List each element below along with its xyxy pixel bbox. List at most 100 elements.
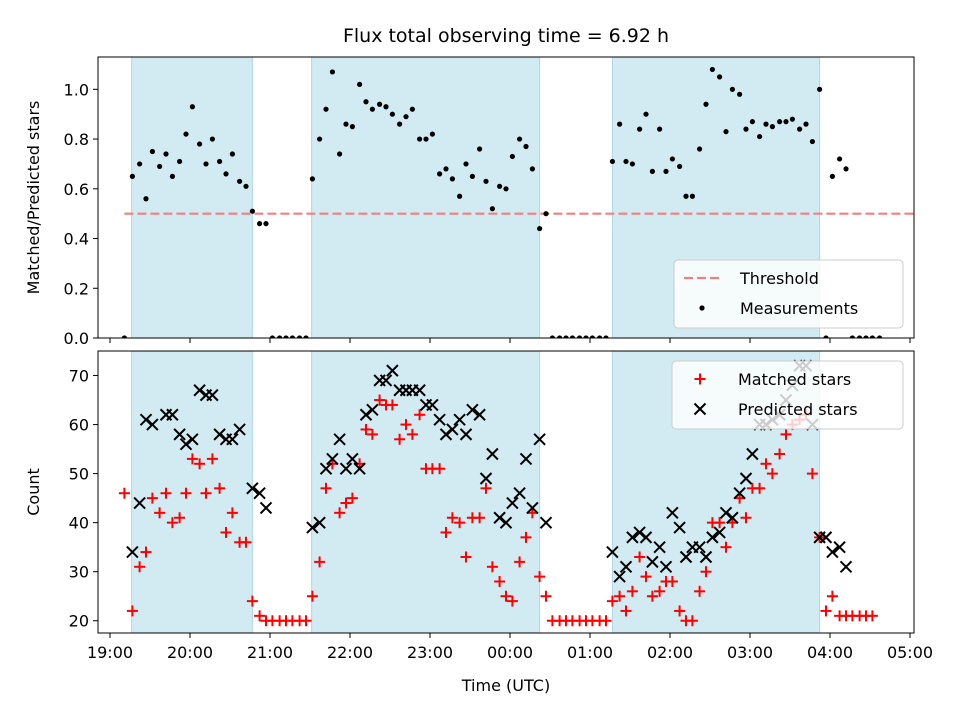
measurement-point [563, 335, 569, 338]
predicted-star-point [346, 452, 359, 466]
matched-star-point [760, 458, 772, 470]
measurement-point [423, 136, 429, 142]
measurement-point [783, 119, 789, 125]
predicted-star-point [713, 526, 726, 539]
measurement-point [477, 146, 483, 152]
measurement-point [677, 163, 683, 170]
predicted-star-point [193, 384, 206, 397]
measurement-point [483, 178, 489, 184]
chart-title: Flux total observing time = 6.92 h [343, 25, 669, 47]
matched-star-point [480, 482, 492, 494]
legend-label: Threshold [739, 269, 819, 288]
matched-star-point [134, 561, 146, 573]
matched-star-point [666, 576, 678, 588]
x-tick-label: 23:00 [407, 643, 453, 662]
measurement-point [649, 168, 656, 174]
legend-box [673, 259, 904, 329]
matched-star-point [600, 615, 612, 627]
measurement-point [429, 131, 435, 137]
measurement-point [749, 119, 756, 125]
shaded-interval-1 [311, 350, 541, 634]
measurement-point [723, 129, 729, 135]
legend-dot-swatch [699, 305, 705, 311]
measurement-point [403, 114, 409, 120]
matched-star-point [374, 394, 386, 406]
measurement-point [377, 101, 383, 107]
legend-x-swatch [693, 402, 707, 416]
measurement-point [509, 153, 515, 160]
matched-star-point [674, 605, 686, 617]
y-tick-label: 60 [69, 416, 89, 435]
predicted-star-point [179, 437, 193, 451]
y-tick-label: 40 [69, 514, 89, 533]
predicted-star-point [819, 531, 833, 544]
measurement-point [857, 335, 863, 338]
predicted-star-point [699, 550, 713, 564]
measurement-point [663, 168, 669, 174]
measurement-point [837, 156, 843, 162]
matched-star-point [720, 541, 732, 553]
y-tick-label: 50 [69, 465, 89, 484]
measurement-point [437, 171, 443, 177]
x-tick-label: 00:00 [487, 643, 533, 662]
measurement-point [717, 74, 723, 80]
matched-star-point [300, 615, 312, 627]
predicted-star-point [213, 428, 226, 441]
measurement-point [789, 116, 796, 122]
predicted-star-point [453, 413, 466, 426]
predicted-star-point [433, 413, 446, 426]
matched-star-point [140, 546, 152, 558]
measurement-point [197, 141, 203, 147]
measurement-point [863, 335, 869, 338]
matched-star-point [646, 590, 658, 602]
matched-star-point [700, 566, 712, 578]
legend-box [671, 360, 904, 430]
measurement-point [397, 121, 403, 127]
measurement-point [349, 124, 355, 130]
axes-frame [97, 350, 915, 634]
matched-star-point [434, 463, 446, 475]
measurement-point [417, 136, 423, 142]
y-tick-label: 0.0 [64, 329, 89, 348]
matched-star-point [540, 590, 552, 602]
measurement-point [737, 91, 743, 97]
measurement-point [529, 166, 536, 172]
matched-star-point [334, 507, 346, 519]
measurement-point [129, 173, 135, 179]
measurement-point [643, 111, 649, 117]
predicted-star-point [639, 531, 653, 544]
predicted-star-point [426, 398, 439, 412]
y-tick-label: 30 [69, 563, 89, 582]
measurement-point [603, 335, 609, 338]
measurement-point [669, 156, 676, 162]
measurement-point [383, 104, 389, 110]
predicted-star-point [486, 447, 499, 461]
matched-star-point [154, 507, 166, 519]
predicted-star-point [659, 560, 673, 573]
matched-star-point [614, 590, 626, 602]
matched-star-point [406, 428, 418, 440]
y-axis-label: Matched/Predicted stars [24, 101, 43, 295]
measurement-point [457, 193, 463, 199]
measurement-point [237, 178, 243, 184]
matched-star-point [346, 492, 358, 504]
x-tick-label: 04:00 [807, 643, 853, 662]
measurement-point [329, 69, 335, 75]
predicted-star-point [626, 531, 639, 544]
measurement-point [157, 163, 163, 170]
predicted-star-point [439, 428, 453, 441]
y-tick-label: 1.0 [64, 80, 89, 99]
predicted-star-point [726, 511, 739, 524]
matched-star-point [634, 551, 646, 563]
matched-star-point [774, 448, 786, 460]
measurement-point [443, 166, 449, 172]
predicted-star-point [339, 462, 353, 475]
measurement-point [303, 335, 309, 338]
matched-star-point [206, 453, 218, 465]
predicted-star-point [739, 472, 753, 485]
matched-star-point [386, 399, 398, 411]
matched-star-point [414, 409, 426, 421]
measurement-point [689, 193, 696, 199]
measurement-point [137, 161, 143, 167]
measurement-point [257, 221, 263, 227]
